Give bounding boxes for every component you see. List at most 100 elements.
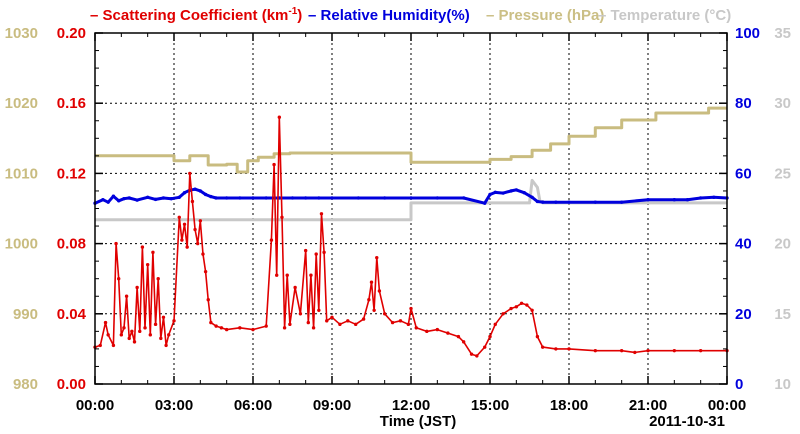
- humidity-tick-label: 80: [735, 95, 752, 112]
- scattering-coefficient-point: [119, 333, 124, 337]
- scattering-coefficient-point: [103, 320, 108, 325]
- x-tick-label: 09:00: [313, 397, 351, 414]
- temperature-tick-label: 30: [774, 95, 791, 112]
- relative-humidity-point: [264, 196, 268, 200]
- scattering-coefficient-point: [446, 331, 450, 335]
- scattering-coefficient-point: [317, 308, 321, 312]
- pressure-tick-label: 1020: [5, 95, 38, 112]
- temperature-tick-label: 10: [774, 376, 791, 393]
- scattering-coefficient-point: [483, 345, 487, 349]
- scattering-tick-label: 0.20: [57, 25, 86, 42]
- humidity-tick-label: 40: [735, 236, 752, 253]
- legend-entry: – Temperature (°C): [598, 7, 731, 24]
- scattering-coefficient-point: [288, 322, 292, 327]
- scattering-coefficient-point: [188, 171, 192, 176]
- scattering-coefficient-point: [127, 336, 131, 341]
- scattering-coefficient-point: [372, 308, 376, 312]
- pressure-tick-label: 980: [13, 376, 38, 393]
- relative-humidity-point: [646, 198, 650, 202]
- scattering-coefficient-point: [330, 315, 334, 320]
- relative-humidity-point: [251, 196, 255, 200]
- relative-humidity-point: [198, 189, 203, 193]
- relative-humidity-point: [493, 190, 497, 195]
- scattering-coefficient-point: [124, 294, 129, 298]
- scattering-coefficient-point: [322, 250, 326, 255]
- x-tick-label: 06:00: [234, 397, 272, 414]
- scattering-coefficient-point: [475, 354, 479, 358]
- scattering-tick-label: 0.12: [57, 165, 86, 182]
- scattering-coefficient-point: [488, 334, 492, 339]
- scattering-coefficient-point: [282, 326, 287, 330]
- scattering-coefficient-point: [269, 238, 274, 242]
- relative-humidity-point: [540, 200, 545, 204]
- scattering-coefficient-point: [540, 345, 545, 349]
- relative-humidity-point: [698, 196, 703, 200]
- scattering-coefficient-point: [167, 333, 171, 337]
- scattering-coefficient-point: [177, 215, 181, 219]
- scattering-coefficient-point: [224, 327, 229, 332]
- scattering-coefficient-point: [314, 252, 318, 256]
- scattering-coefficient-point: [346, 319, 350, 323]
- scattering-coefficient-point: [390, 320, 395, 325]
- relative-humidity-point: [672, 198, 677, 202]
- scattering-coefficient-point: [311, 326, 316, 330]
- pressure-tick-label: 1030: [5, 25, 38, 42]
- scattering-tick-label: 0.08: [57, 236, 86, 253]
- scattering-coefficient-point: [159, 336, 163, 341]
- scattering-coefficient-point: [319, 212, 324, 216]
- scattering-coefficient-point: [106, 333, 110, 337]
- scattering-coefficient-point: [193, 227, 197, 232]
- scattering-coefficient-point: [130, 329, 134, 334]
- pressure-tick-label: 1000: [5, 236, 38, 253]
- scattering-coefficient-point: [206, 298, 210, 302]
- x-tick-label: 21:00: [629, 397, 667, 414]
- scattering-coefficient-point: [698, 348, 703, 353]
- scattering-coefficient-point: [285, 273, 289, 277]
- relative-humidity-point: [409, 196, 413, 200]
- scattering-coefficient-point: [361, 317, 366, 321]
- temperature-tick-label: 35: [774, 25, 791, 42]
- relative-humidity-point: [182, 191, 187, 195]
- scattering-coefficient-point: [519, 301, 524, 305]
- scattering-coefficient-point: [156, 277, 160, 281]
- scattering-coefficient-point: [525, 303, 529, 307]
- relative-humidity-point: [224, 196, 229, 200]
- scattering-coefficient-point: [501, 312, 505, 316]
- scattering-coefficient-point: [535, 334, 540, 339]
- pressure-line: [95, 106, 727, 174]
- x-tick-label: 00:00: [708, 397, 746, 414]
- relative-humidity-point: [522, 191, 526, 195]
- scattering-coefficient-point: [435, 327, 440, 332]
- relative-humidity-point: [303, 196, 308, 200]
- date-label: 2011-10-31: [649, 413, 725, 430]
- scattering-coefficient-point: [190, 199, 195, 204]
- scattering-coefficient-point: [272, 162, 276, 167]
- humidity-tick-label: 60: [735, 165, 752, 182]
- temperature-tick-label: 15: [774, 306, 791, 323]
- scattering-coefficient-point: [143, 326, 147, 330]
- relative-humidity-point: [554, 200, 558, 204]
- relative-humidity-point: [330, 196, 334, 200]
- scattering-coefficient-point: [646, 348, 650, 353]
- scattering-coefficient-point: [338, 322, 342, 327]
- scattering-coefficient-point: [98, 343, 102, 348]
- relative-humidity-point: [106, 200, 110, 204]
- relative-humidity-point: [161, 196, 166, 200]
- scattering-coefficient-point: [369, 280, 374, 284]
- scattering-coefficient-point: [214, 324, 218, 328]
- relative-humidity-point: [135, 198, 139, 202]
- scattering-coefficient-point: [164, 343, 168, 348]
- relative-humidity-point: [214, 196, 218, 200]
- relative-humidity-point: [177, 195, 181, 199]
- scattering-coefficient-point: [277, 115, 282, 119]
- relative-humidity-point: [238, 196, 242, 200]
- relative-humidity-point: [101, 198, 105, 202]
- legend-entry: – Scattering Coefficient (km-1): [90, 6, 302, 24]
- scattering-coefficient-point: [111, 343, 116, 348]
- relative-humidity-point: [209, 194, 213, 199]
- scattering-coefficient-point: [456, 334, 461, 339]
- scattering-coefficient-point: [354, 322, 358, 327]
- scattering-coefficient-point: [309, 273, 313, 277]
- relative-humidity-point: [483, 201, 487, 205]
- scattering-coefficient-point: [382, 312, 387, 316]
